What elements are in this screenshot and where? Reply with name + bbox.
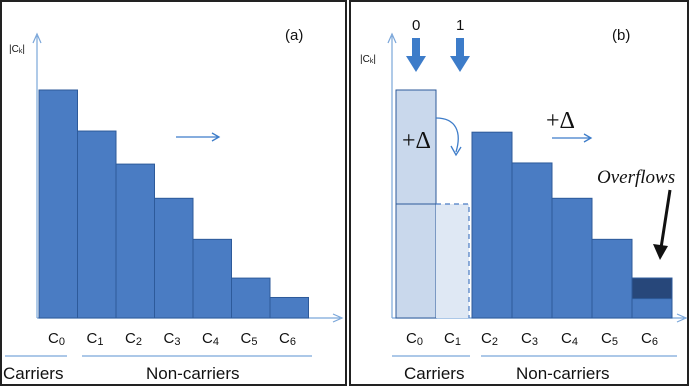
- panel-b-bar-c5: [591, 238, 633, 319]
- panel-a-bar-c5: [231, 277, 271, 319]
- panel-a-bar-c2: [115, 163, 155, 319]
- panel-a-bar-c6: [269, 296, 309, 319]
- panel-b-curved-arrowhead: [450, 145, 462, 157]
- panel-a-x-label-3: C3: [164, 330, 181, 348]
- panel-b-bar-c4: [551, 197, 593, 319]
- panel-b-x-label-4: C4: [561, 330, 578, 348]
- panel-b-bar-c3: [511, 162, 553, 319]
- panel-b-down-arrow-0: [406, 38, 426, 72]
- carrier-c1-dashed-outline: [436, 203, 470, 318]
- panel-a-bars: [38, 89, 309, 319]
- panel-b-frame: [349, 0, 689, 386]
- panel-b-carriers-label: Carriers: [404, 364, 464, 383]
- panel-a-tag: (a): [285, 27, 303, 44]
- panel-b-noncarriers-label: Non-carriers: [516, 364, 610, 383]
- panel-a-x-label-2: C2: [125, 330, 142, 348]
- panel-a-x-arrowhead: [332, 313, 344, 323]
- overflow-arrow: [659, 189, 672, 249]
- panel-a-carriers-label: Carriers: [3, 364, 63, 383]
- panel-b-bars: [471, 131, 673, 319]
- panel-b-delta-right: +Δ: [546, 108, 575, 134]
- panel-b-bar-c2: [471, 131, 513, 319]
- panel-a-bar-c4: [192, 238, 232, 319]
- panel-b-x-label-2: C2: [481, 330, 498, 348]
- panel-a-x-label-4: C4: [202, 330, 219, 348]
- panel-a-x-labels: C0 C1 C2 C3 C4 C5 C6: [48, 330, 296, 348]
- panel-a-x-label-5: C5: [241, 330, 258, 348]
- panel-a-frame: [0, 0, 347, 386]
- panel-b: |Ck| (b) 0 1 +Δ +Δ Overflows C0 C1 C2 C3 C4 C…: [360, 17, 688, 383]
- panel-b-curved-arrow: [435, 117, 459, 153]
- panel-a-y-arrowhead: [32, 32, 42, 44]
- panel-a-shift-arrowhead: [211, 132, 221, 142]
- panel-b-x-label-5: C5: [601, 330, 618, 348]
- carrier-c0-upper-block: [395, 89, 437, 205]
- panel-b-shift-arrowhead: [583, 133, 593, 143]
- panel-a-bar-c1: [77, 130, 117, 319]
- overflow-label: Overflows: [597, 167, 675, 188]
- panel-a-ylabel: |Ck|: [9, 44, 25, 55]
- panel-a-x-label-6: C6: [279, 330, 296, 348]
- panel-b-delta-left: +Δ: [402, 128, 431, 154]
- panel-b-x-label-6: C6: [641, 330, 658, 348]
- panel-a-bar-c3: [154, 197, 194, 319]
- overflow-arrowhead: [653, 244, 668, 260]
- panel-b-x-arrowhead: [676, 313, 688, 323]
- panel-b-y-arrowhead: [387, 32, 397, 44]
- panel-b-ylabel: |Ck|: [360, 54, 376, 65]
- panel-a-x-label-0: C0: [48, 330, 65, 348]
- panel-b-x-label-3: C3: [521, 330, 538, 348]
- panel-b-x-label-1: C1: [444, 330, 461, 348]
- carrier-c0-lower-block: [395, 203, 437, 319]
- panel-b-marker-1: 1: [456, 17, 464, 34]
- panel-a-x-label-1: C1: [87, 330, 104, 348]
- panel-b-down-arrow-1: [450, 38, 470, 72]
- carrier-c1-block: [436, 204, 469, 318]
- panel-b-tag: (b): [612, 27, 630, 44]
- panel-b-x-label-0: C0: [406, 330, 423, 348]
- panel-a-bar-c0: [38, 89, 78, 319]
- panel-a-noncarriers-label: Non-carriers: [146, 364, 240, 383]
- panel-b-x-labels: C0 C1 C2 C3 C4 C5 C6: [406, 330, 658, 348]
- panel-b-marker-0: 0: [412, 17, 420, 34]
- panel-b-overflow-c6: [631, 277, 673, 300]
- panel-a: |Ck| (a) C0 C1 C2 C3 C4 C5 C6 Carriers Non-car…: [3, 27, 344, 383]
